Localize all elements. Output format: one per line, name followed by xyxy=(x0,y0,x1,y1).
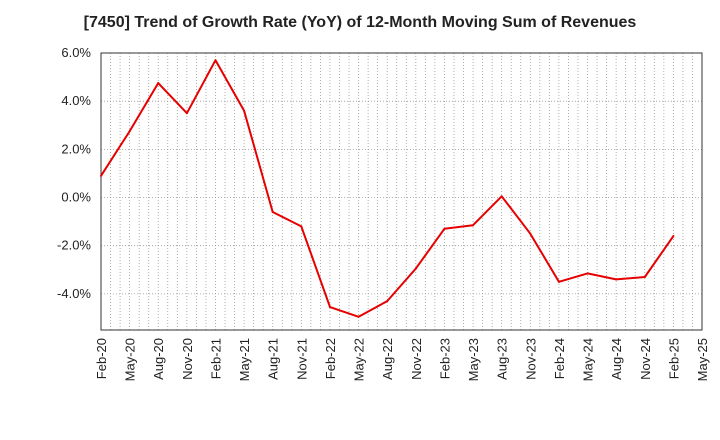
x-tick-label: Feb-22 xyxy=(323,338,338,379)
x-tick-label: Nov-21 xyxy=(294,338,309,380)
data-point xyxy=(357,315,360,318)
x-tick-label: Nov-22 xyxy=(409,338,424,380)
data-point xyxy=(472,224,475,227)
x-tick-label: May-23 xyxy=(466,338,481,381)
data-point xyxy=(100,174,102,177)
x-tick-label: Aug-24 xyxy=(609,338,624,380)
data-point xyxy=(271,210,274,213)
x-tick-label: Feb-25 xyxy=(666,338,681,379)
data-point xyxy=(615,278,618,281)
x-tick-label: Feb-24 xyxy=(552,338,567,379)
data-point xyxy=(557,280,560,283)
x-tick-label: May-25 xyxy=(695,338,710,381)
y-tick-label: 0.0% xyxy=(61,190,91,205)
x-tick-label: Feb-21 xyxy=(208,338,223,379)
x-tick-label: Aug-22 xyxy=(380,338,395,380)
data-point xyxy=(243,109,246,112)
data-point xyxy=(443,227,446,230)
data-point xyxy=(185,112,188,115)
data-point xyxy=(414,267,417,270)
x-tick-label: May-21 xyxy=(237,338,252,381)
y-tick-label: 4.0% xyxy=(61,93,91,108)
data-point xyxy=(586,272,589,275)
chart-title: [7450] Trend of Growth Rate (YoY) of 12-… xyxy=(83,14,637,31)
x-tick-label: Feb-20 xyxy=(94,338,109,379)
data-point xyxy=(529,232,532,235)
x-tick-label: Aug-20 xyxy=(151,338,166,380)
y-tick-label: 6.0% xyxy=(61,45,91,60)
x-tick-label: Nov-24 xyxy=(638,338,653,380)
x-tick-label: Nov-20 xyxy=(180,338,195,380)
x-tick-label: May-22 xyxy=(352,338,367,381)
x-tick-label: Aug-23 xyxy=(495,338,510,380)
data-point xyxy=(386,300,389,303)
data-point xyxy=(328,306,331,309)
data-point xyxy=(214,59,217,62)
plot-frame xyxy=(100,52,703,331)
data-point xyxy=(643,276,646,279)
x-tick-label: May-20 xyxy=(123,338,138,381)
y-tick-label: -4.0% xyxy=(57,286,91,301)
data-point xyxy=(300,225,303,228)
y-tick-label: -2.0% xyxy=(57,238,91,253)
y-tick-label: 2.0% xyxy=(61,141,91,156)
x-tick-label: May-24 xyxy=(581,338,596,381)
x-tick-label: Feb-23 xyxy=(437,338,452,379)
data-point xyxy=(157,82,160,85)
x-tick-label: Aug-21 xyxy=(266,338,281,380)
data-point xyxy=(500,195,503,198)
data-point xyxy=(672,235,675,238)
data-point xyxy=(128,130,131,133)
x-tick-label: Nov-23 xyxy=(523,338,538,380)
